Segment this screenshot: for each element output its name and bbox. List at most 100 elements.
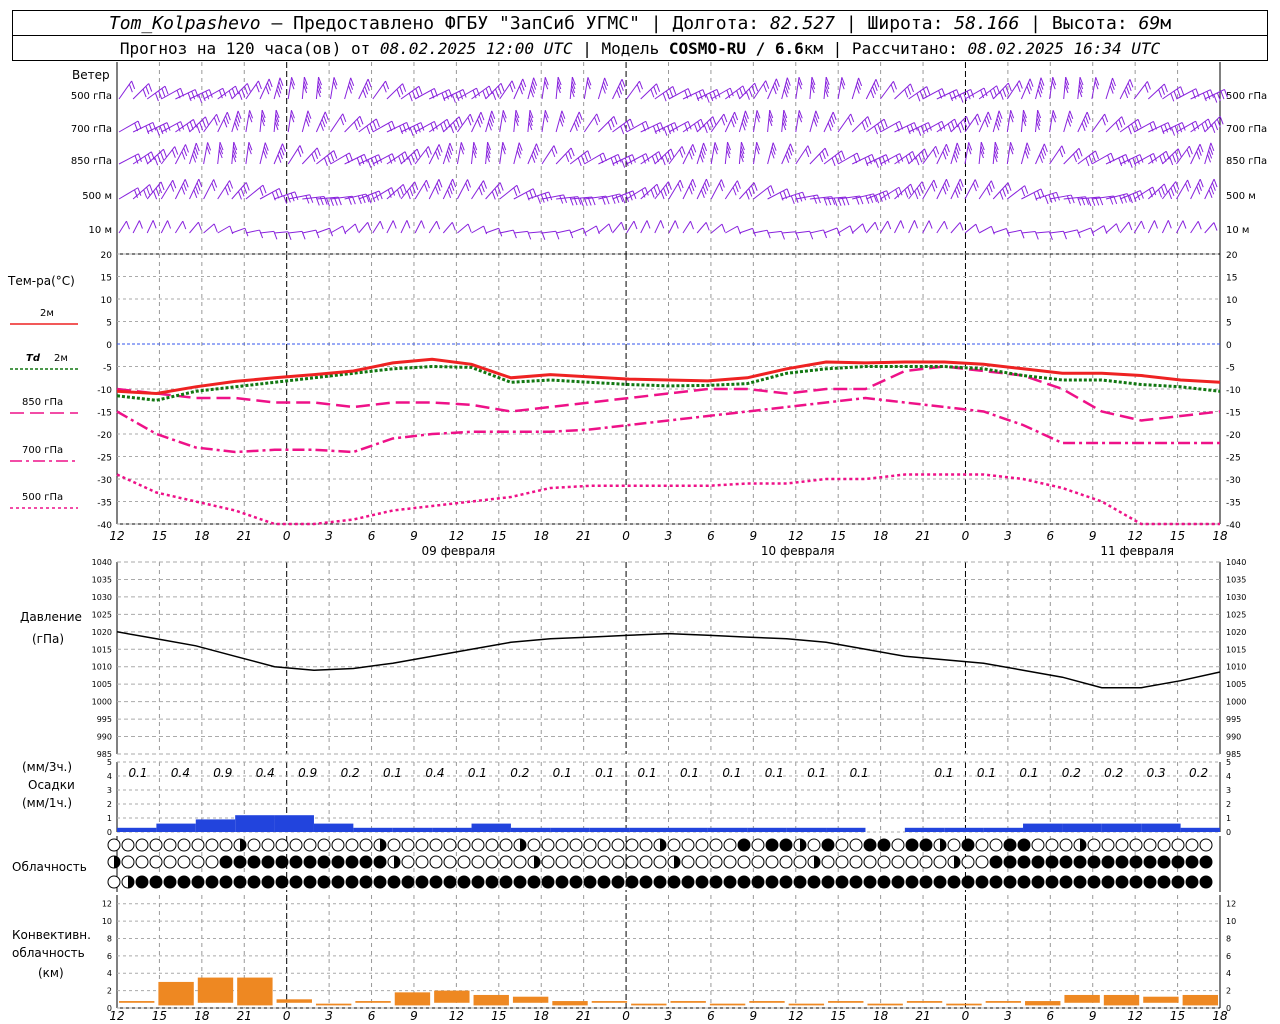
- cloud-circle: [695, 875, 709, 889]
- time-tick-label-bottom: 21: [915, 1009, 930, 1023]
- cloud-cover-symbol: [975, 855, 989, 869]
- cloud-cover-symbol: [1157, 875, 1171, 889]
- cloud-cover-symbol: [121, 875, 135, 889]
- wind-barb-flag: [875, 195, 880, 204]
- wind-barb-flag: [146, 186, 151, 196]
- wind-barb-flag: [917, 127, 922, 136]
- wind-barb-flag: [1213, 222, 1218, 231]
- wind-barb-flag: [864, 119, 869, 128]
- time-tick-label-bottom: 9: [410, 1009, 418, 1023]
- wind-barb-flag: [237, 191, 242, 200]
- wind-barb-flag: [275, 113, 280, 123]
- wind-barb-staff: [288, 230, 303, 234]
- wind-barb-staff: [527, 231, 542, 234]
- cloud-circle: [359, 875, 373, 889]
- wind-barb: [1204, 142, 1215, 165]
- wind-barb-flag: [1208, 150, 1213, 159]
- wind-barb-flag: [249, 110, 254, 119]
- wind-barb-staff: [1119, 221, 1130, 234]
- wind-barb-flag: [709, 92, 714, 102]
- wind-barb-flag: [370, 157, 375, 167]
- cloud-cover-symbol: [877, 838, 891, 852]
- wind-barb-staff: [217, 225, 231, 234]
- wind-barb-staff: [1204, 142, 1212, 165]
- conv-ytick-right: 6: [1226, 952, 1231, 961]
- wind-barb-staff: [1035, 110, 1039, 133]
- wind-barb-flag: [913, 122, 918, 131]
- wind-barb-flag: [497, 185, 502, 194]
- wind-barb-flag: [445, 91, 449, 100]
- wind-barb-flag: [413, 151, 418, 160]
- wind-barb: [471, 111, 485, 133]
- cloud-circle: [1199, 875, 1213, 889]
- wind-barb: [189, 89, 213, 103]
- precip-ytick: 2: [107, 800, 112, 809]
- cloud-circle: [905, 838, 919, 852]
- cloud-circle: [835, 855, 849, 869]
- wind-barb-staff: [809, 110, 817, 133]
- pressure-ytick-right: 1040: [1226, 558, 1246, 567]
- wind-barb-flag: [260, 117, 265, 127]
- wind-barb-staff: [908, 122, 929, 133]
- wind-barb-flag: [596, 113, 601, 123]
- wind-barb-staff: [1105, 116, 1123, 133]
- wind-barb-flag: [810, 84, 815, 94]
- wind-barb-flag: [1079, 80, 1084, 90]
- wind-barb-flag: [878, 193, 883, 202]
- wind-barb-staff: [442, 142, 451, 165]
- wind-barb-flag: [699, 154, 704, 163]
- wind-barb: [1105, 116, 1126, 133]
- wind-barb-staff: [189, 142, 197, 165]
- cloud-circle: [163, 838, 177, 852]
- cloud-circle: [219, 838, 233, 852]
- wind-barb: [583, 77, 592, 100]
- wind-barb-flag: [667, 151, 672, 160]
- wind-barb-staff: [992, 82, 1009, 100]
- wind-barb-flag: [402, 184, 407, 193]
- wind-barb-flag: [620, 222, 625, 231]
- cloud-circle: [555, 855, 569, 869]
- wind-barb: [1006, 110, 1015, 133]
- cloud-circle: [1045, 838, 1059, 852]
- cloud-circle: [989, 875, 1003, 889]
- wind-barb: [555, 110, 566, 133]
- model-unit: км | Рассчитано:: [803, 38, 958, 58]
- wind-barb-staff: [471, 225, 484, 234]
- wind-barb: [710, 142, 719, 165]
- wind-barb-staff: [344, 77, 352, 100]
- wind-barb-flag: [194, 146, 199, 156]
- wind-barb: [894, 220, 905, 234]
- wind-barb-staff: [654, 85, 674, 100]
- wind-barb-flag: [1220, 90, 1225, 100]
- wind-barb: [118, 80, 136, 100]
- cloud-cover-symbol: [429, 875, 443, 889]
- wind-level-label: 10 м: [89, 225, 112, 236]
- wind-barb-flag: [356, 118, 361, 128]
- wind-barb-staff: [217, 180, 231, 200]
- cloud-circle: [121, 855, 135, 869]
- cloud-cover-symbol: [345, 875, 359, 889]
- wind-barb-staff: [485, 110, 493, 133]
- wind-level-label-right: 850 гПа: [1226, 156, 1267, 167]
- cloud-cover-symbol: [625, 838, 639, 852]
- wind-barb-flag: [745, 191, 750, 200]
- wind-barb-flag: [213, 179, 218, 188]
- wind-barb-flag: [274, 121, 279, 131]
- wind-barb-flag: [1171, 127, 1175, 136]
- wind-barb: [231, 182, 250, 200]
- wind-barb-flag: [502, 114, 507, 123]
- wind-barb-flag: [914, 220, 918, 229]
- cloud-circle: [1115, 838, 1129, 852]
- cloud-cover-symbol: [597, 838, 611, 852]
- wind-barb-flag: [1128, 159, 1133, 168]
- wind-barb-staff: [1148, 122, 1169, 133]
- cloud-circle: [443, 875, 457, 889]
- cloud-cover-symbol: [457, 875, 471, 889]
- wind-barb-flag: [378, 190, 383, 200]
- wind-barb-flag: [871, 154, 876, 163]
- cloud-cover-symbol: [709, 855, 723, 869]
- cloud-cover-symbol: [653, 875, 667, 889]
- wind-barb-staff: [273, 143, 283, 165]
- wind-barb-flag: [531, 154, 536, 163]
- wind-barb-flag: [928, 220, 933, 229]
